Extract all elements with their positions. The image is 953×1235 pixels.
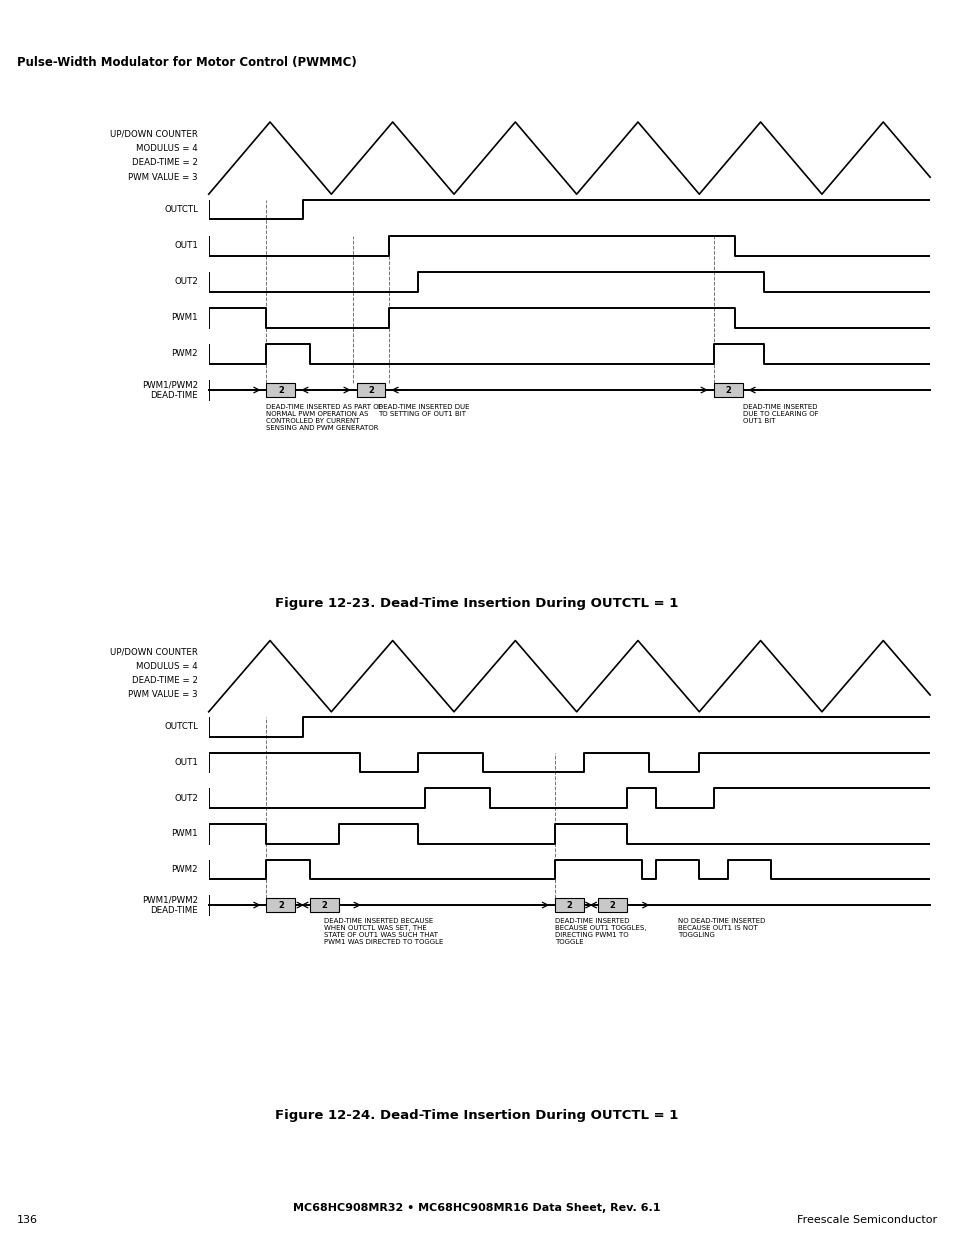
Text: 2: 2: [321, 900, 327, 909]
Text: PWM1/PWM2
DEAD-TIME: PWM1/PWM2 DEAD-TIME: [142, 380, 197, 400]
Text: UP/DOWN COUNTER: UP/DOWN COUNTER: [110, 647, 197, 657]
Text: DEAD-TIME INSERTED DUE
TO SETTING OF OUT1 BIT: DEAD-TIME INSERTED DUE TO SETTING OF OUT…: [377, 404, 469, 416]
Text: PWM1: PWM1: [172, 830, 197, 839]
Text: 2: 2: [277, 385, 283, 394]
Text: Figure 12-23. Dead-Time Insertion During OUTCTL = 1: Figure 12-23. Dead-Time Insertion During…: [275, 597, 678, 610]
Text: OUT2: OUT2: [173, 277, 197, 287]
Bar: [310, 898, 338, 913]
Text: OUT1: OUT1: [173, 241, 197, 251]
Text: MODULUS = 4: MODULUS = 4: [136, 143, 197, 153]
Bar: [555, 898, 583, 913]
Bar: [598, 898, 626, 913]
Text: OUT2: OUT2: [173, 794, 197, 803]
Text: MC68HC908MR32 • MC68HC908MR16 Data Sheet, Rev. 6.1: MC68HC908MR32 • MC68HC908MR16 Data Sheet…: [293, 1203, 660, 1213]
Text: OUTCTL: OUTCTL: [164, 205, 197, 214]
Text: Figure 12-24. Dead-Time Insertion During OUTCTL = 1: Figure 12-24. Dead-Time Insertion During…: [275, 1109, 678, 1123]
Text: 2: 2: [724, 385, 730, 394]
Text: Freescale Semiconductor: Freescale Semiconductor: [796, 1215, 936, 1225]
Bar: [266, 898, 295, 913]
Text: 2: 2: [566, 900, 572, 909]
Text: 2: 2: [277, 900, 283, 909]
Text: MODULUS = 4: MODULUS = 4: [136, 662, 197, 671]
Text: 2: 2: [368, 385, 374, 394]
Text: PWM2: PWM2: [172, 864, 197, 874]
Text: DEAD-TIME INSERTED AS PART OF
NORMAL PWM OPERATION AS
CONTROLLED BY CURRENT
SENS: DEAD-TIME INSERTED AS PART OF NORMAL PWM…: [266, 404, 383, 431]
Text: DEAD-TIME INSERTED
BECAUSE OUT1 TOGGLES,
DIRECTING PWM1 TO
TOGGLE: DEAD-TIME INSERTED BECAUSE OUT1 TOGGLES,…: [555, 919, 646, 946]
Text: Pulse-Width Modulator for Motor Control (PWMMC): Pulse-Width Modulator for Motor Control …: [17, 56, 356, 69]
Text: DEAD-TIME = 2: DEAD-TIME = 2: [132, 677, 197, 685]
Text: DEAD-TIME INSERTED BECAUSE
WHEN OUTCTL WAS SET, THE
STATE OF OUT1 WAS SUCH THAT
: DEAD-TIME INSERTED BECAUSE WHEN OUTCTL W…: [324, 919, 443, 946]
Text: OUT1: OUT1: [173, 758, 197, 767]
Text: PWM VALUE = 3: PWM VALUE = 3: [128, 173, 197, 182]
Bar: [266, 383, 295, 398]
Text: NO DEAD-TIME INSERTED
BECAUSE OUT1 IS NOT
TOGGLING: NO DEAD-TIME INSERTED BECAUSE OUT1 IS NO…: [677, 919, 764, 939]
Text: 2: 2: [609, 900, 615, 909]
Text: PWM2: PWM2: [172, 350, 197, 358]
Text: PWM VALUE = 3: PWM VALUE = 3: [128, 690, 197, 699]
Text: 136: 136: [17, 1215, 38, 1225]
Text: DEAD-TIME = 2: DEAD-TIME = 2: [132, 158, 197, 167]
Text: UP/DOWN COUNTER: UP/DOWN COUNTER: [110, 130, 197, 138]
Bar: [713, 383, 741, 398]
Bar: [356, 383, 385, 398]
Text: PWM1: PWM1: [172, 314, 197, 322]
Text: OUTCTL: OUTCTL: [164, 722, 197, 731]
Text: DEAD-TIME INSERTED
DUE TO CLEARING OF
OUT1 BIT: DEAD-TIME INSERTED DUE TO CLEARING OF OU…: [741, 404, 818, 424]
Text: PWM1/PWM2
DEAD-TIME: PWM1/PWM2 DEAD-TIME: [142, 895, 197, 915]
